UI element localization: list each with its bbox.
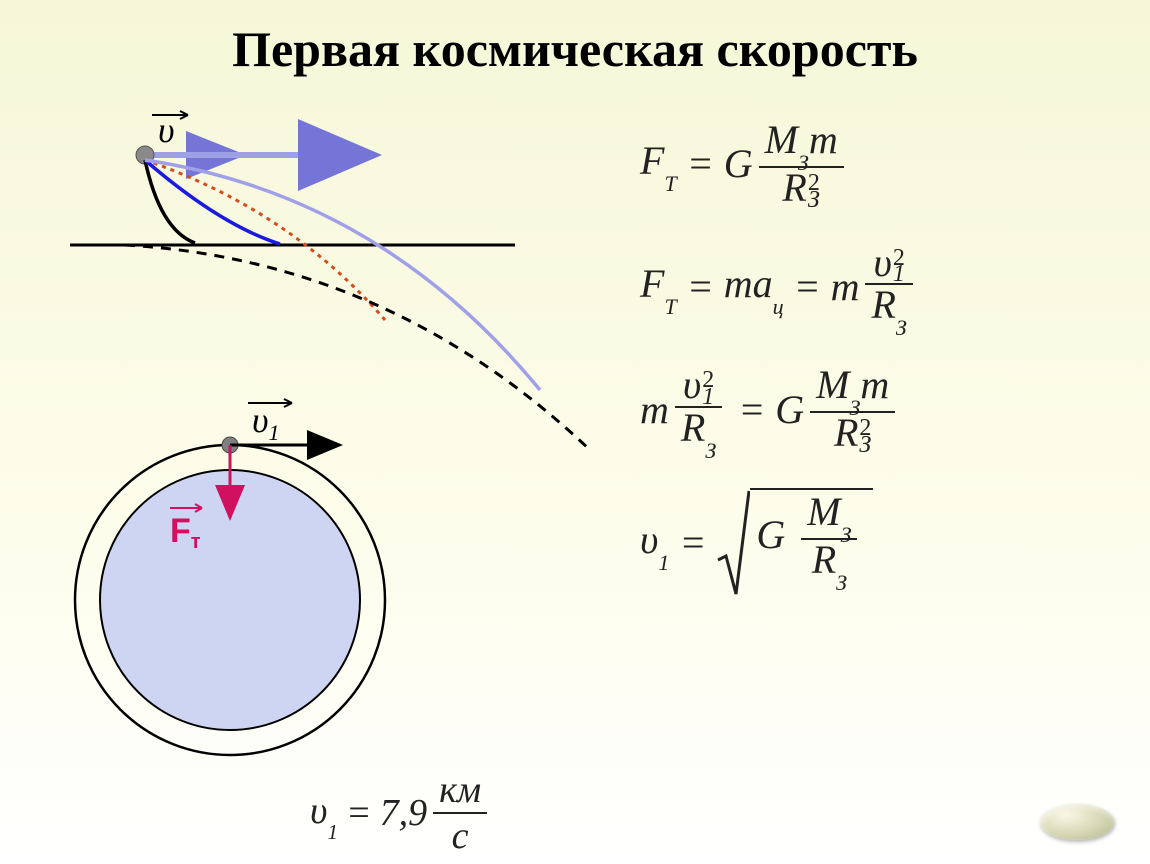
trajectory-1 <box>145 160 195 243</box>
trajectory-4 <box>145 160 540 390</box>
formula-centripetal: FT = maц = m υ21 RЗ <box>640 243 1120 332</box>
trajectory-diagram: υ υ1 Fт <box>30 110 650 760</box>
earth-curve-dashed <box>125 245 590 450</box>
formula-column: FT = G MЗm R2З FT = maц = m υ21 RЗ m υ21… <box>640 120 1120 632</box>
formula-gravity: FT = G MЗm R2З <box>640 120 1120 209</box>
formula-result: υ1 = G MЗ RЗ <box>640 488 1120 598</box>
formula-equate: m υ21 RЗ = G MЗm R2З <box>640 365 1120 454</box>
formula-value: υ1 = 7,9 км с <box>310 768 493 858</box>
nav-button[interactable] <box>1040 804 1114 840</box>
v1-label: υ1 <box>252 400 280 445</box>
sqrt-icon <box>716 488 750 598</box>
page-title: Первая космическая скорость <box>0 20 1150 78</box>
v-label: υ <box>158 110 175 150</box>
